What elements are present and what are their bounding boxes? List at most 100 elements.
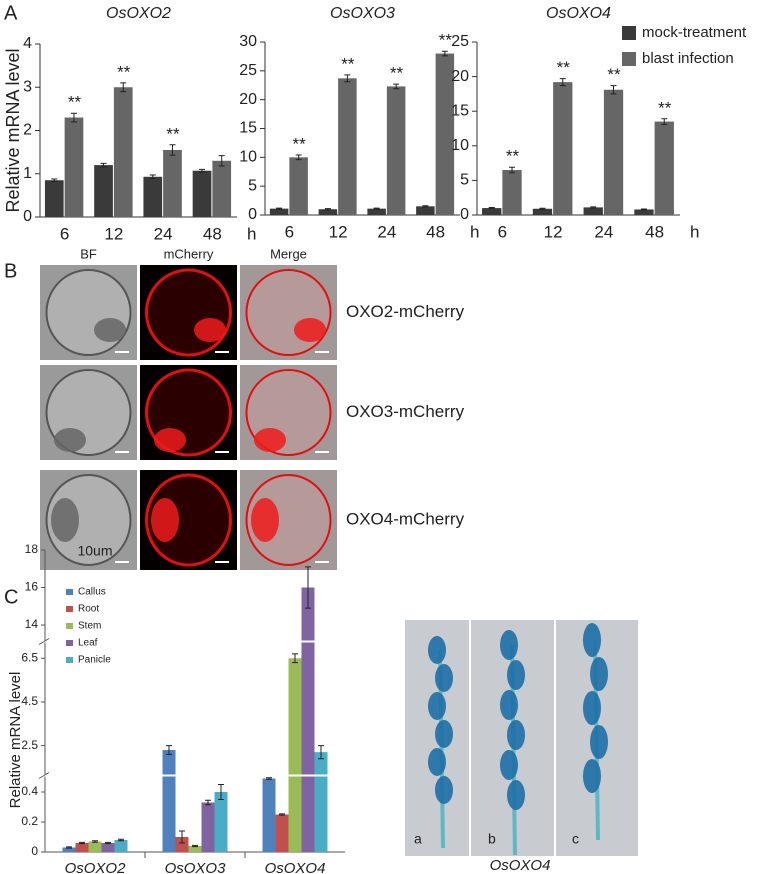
legend-label: Callus: [78, 587, 106, 598]
panel-label: B: [4, 260, 17, 282]
panel-label: A: [4, 2, 18, 24]
y-tick-label: 6.5: [21, 650, 38, 664]
x-tick-label: 12: [329, 222, 348, 241]
error-bar: [66, 846, 72, 849]
x-tick-label: 24: [377, 222, 396, 241]
x-tick-label: OsOXO4: [265, 860, 326, 874]
bar: [275, 814, 289, 852]
bar: [314, 752, 328, 852]
column-label: BF: [80, 246, 97, 261]
gus-stain: [500, 750, 518, 780]
legend-label: Leaf: [78, 638, 98, 649]
bar: [269, 208, 289, 215]
organelle: [194, 318, 226, 342]
y-tick-label: 14: [25, 617, 39, 631]
error-bar: [539, 207, 546, 210]
significance: **: [117, 62, 131, 81]
y-tick-label: 4: [23, 35, 32, 52]
bar: [101, 843, 115, 852]
cell-outline: [45, 269, 132, 356]
x-tick-label: 48: [203, 224, 222, 243]
bar: [192, 170, 212, 217]
bar: [338, 78, 357, 215]
bar: [212, 160, 232, 217]
cell-outline: [45, 474, 132, 566]
error-bar: [640, 208, 647, 211]
panel-label: C: [4, 586, 18, 608]
error-bar: [292, 653, 298, 664]
legend-swatch: [622, 52, 636, 66]
error-bar: [120, 82, 127, 93]
gus-stain: [507, 780, 525, 810]
organelle: [251, 498, 279, 542]
x-tick-label: 24: [154, 224, 173, 243]
error-bar: [100, 162, 107, 168]
error-bar: [79, 841, 85, 845]
gus-stain: [583, 623, 601, 657]
error-bar: [92, 840, 98, 843]
bar: [75, 843, 89, 852]
error-bar: [149, 174, 156, 180]
error-bar: [559, 78, 566, 87]
error-bar: [318, 745, 324, 760]
y-tick-label: 4.5: [21, 694, 38, 708]
error-bar: [393, 83, 400, 90]
legend-swatch: [66, 606, 73, 612]
bar: [603, 89, 624, 215]
error-bar: [169, 144, 176, 156]
chart-title: OsOXO2: [106, 5, 171, 22]
significance: **: [341, 54, 355, 73]
column-label: Merge: [270, 246, 307, 261]
legend-swatch: [66, 623, 73, 629]
significance: **: [557, 58, 571, 77]
gus-stain: [500, 690, 518, 720]
row-label: OXO4-mCherry: [346, 509, 465, 528]
bar: [416, 206, 435, 215]
significance: **: [506, 147, 520, 166]
error-bar: [279, 813, 285, 816]
error-bar: [51, 178, 58, 183]
gus-stain: [583, 691, 601, 725]
error-bar: [344, 74, 351, 83]
row-label: OXO2-mCherry: [346, 302, 465, 321]
error-bar: [276, 207, 283, 210]
bar: [553, 82, 573, 215]
gus-stain: [590, 725, 608, 759]
y-tick-label: 2.5: [21, 738, 38, 752]
gus-stain: [435, 720, 453, 748]
error-bar: [488, 207, 495, 210]
organelle: [154, 428, 186, 452]
y-axis-label: Relative mRNA level: [7, 672, 24, 809]
x-tick-label: 6: [60, 224, 69, 243]
legend-label: mock-treatment: [642, 24, 747, 41]
bar: [162, 749, 176, 852]
legend-label: Stem: [78, 621, 101, 632]
error-bar: [166, 745, 172, 755]
y-tick-label: 1: [23, 165, 32, 182]
x-tick-label: 6: [498, 222, 507, 241]
significance: **: [68, 93, 82, 112]
legend-swatch: [622, 26, 636, 40]
error-bar: [509, 166, 516, 174]
significance: **: [607, 65, 621, 84]
y-tick-label: 0: [460, 206, 469, 223]
y-tick-label: 0: [31, 844, 38, 858]
x-tick-label: 48: [645, 222, 664, 241]
y-tick-label: 15: [451, 102, 469, 119]
bar: [654, 121, 674, 215]
x-tick-label: 12: [104, 224, 123, 243]
y-tick-label: 15: [239, 120, 257, 137]
significance: **: [390, 64, 404, 83]
organelle: [94, 318, 126, 342]
error-bar: [179, 830, 185, 844]
y-tick-label: 20: [239, 91, 257, 108]
chart-title: OsOXO3: [330, 5, 395, 22]
bar: [318, 209, 338, 215]
y-tick-label: 5: [460, 172, 469, 189]
bar: [64, 117, 84, 217]
bar: [44, 180, 64, 217]
error-bar: [373, 207, 380, 210]
organelle: [51, 498, 79, 542]
y-tick-label: 16: [25, 580, 39, 594]
y-axis-label: Relative mRNA level: [3, 48, 23, 212]
